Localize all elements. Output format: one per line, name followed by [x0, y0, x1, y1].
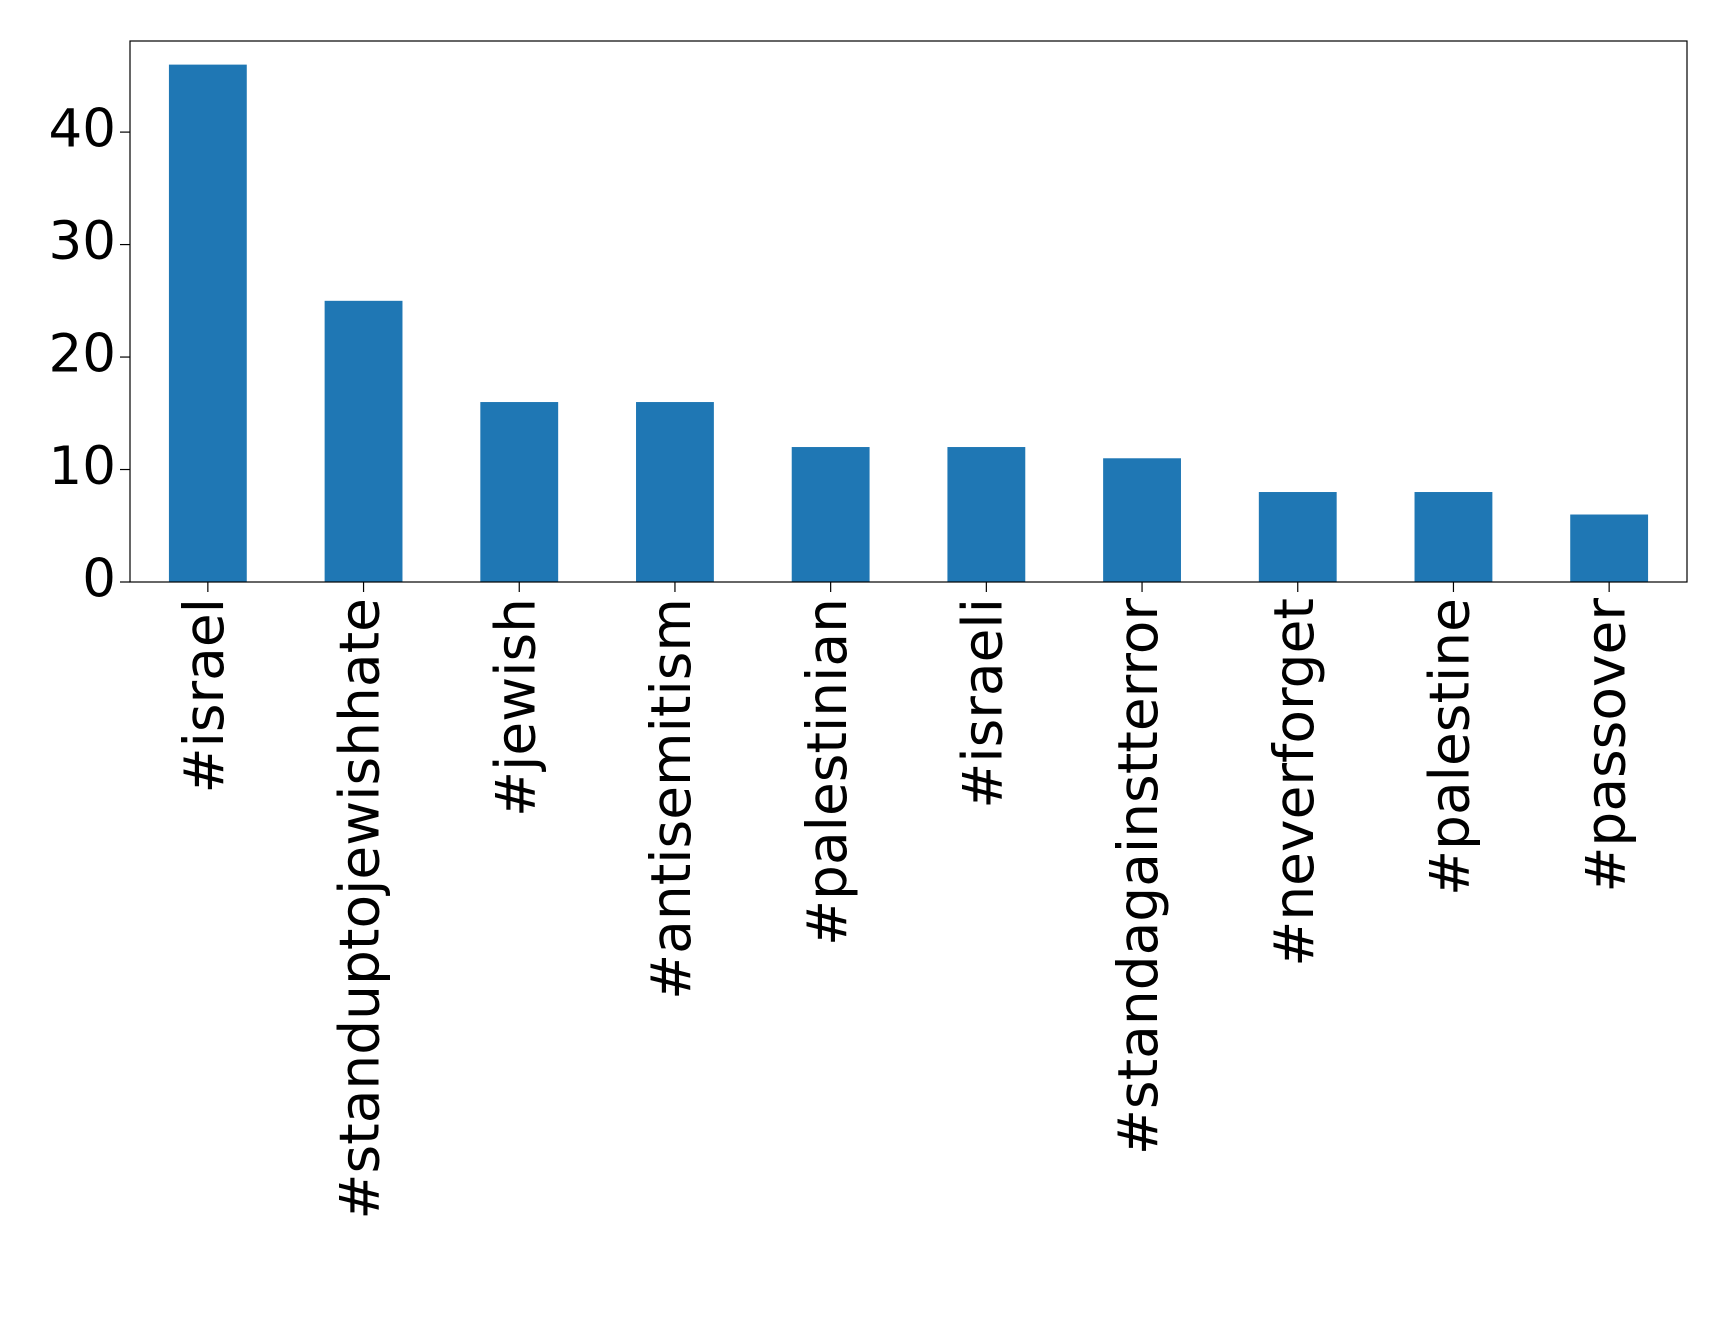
bar [636, 402, 714, 582]
bar [168, 64, 247, 582]
plot-frame [129, 40, 1688, 583]
y-tick-label: 0 [82, 549, 116, 610]
bar [791, 447, 870, 582]
x-tick-label: #israel [172, 598, 236, 793]
x-tick-label: #palestinian [795, 598, 859, 946]
x-tick-label: #standuptojewishhate [328, 598, 392, 1220]
x-tick-label: #palestine [1418, 598, 1482, 896]
bar [480, 402, 559, 582]
x-tick-label: #antisemitism [639, 598, 703, 1000]
x-tick-label: #neverforget [1262, 598, 1326, 967]
y-tick-label: 40 [49, 99, 116, 160]
x-tick-label: #jewish [483, 598, 547, 817]
x-tick-label: #standagainstterror [1106, 598, 1170, 1156]
bar [1570, 514, 1649, 582]
y-tick-label: 20 [49, 324, 116, 385]
bar [1258, 492, 1337, 582]
y-tick-label: 10 [49, 436, 116, 497]
bar [947, 447, 1026, 582]
y-tick-label: 30 [49, 211, 116, 272]
x-tick-label: #israeli [950, 598, 1014, 809]
x-tick-label: #passover [1573, 598, 1637, 893]
bar [1414, 492, 1493, 582]
bar [1103, 458, 1181, 582]
bar [324, 300, 403, 582]
